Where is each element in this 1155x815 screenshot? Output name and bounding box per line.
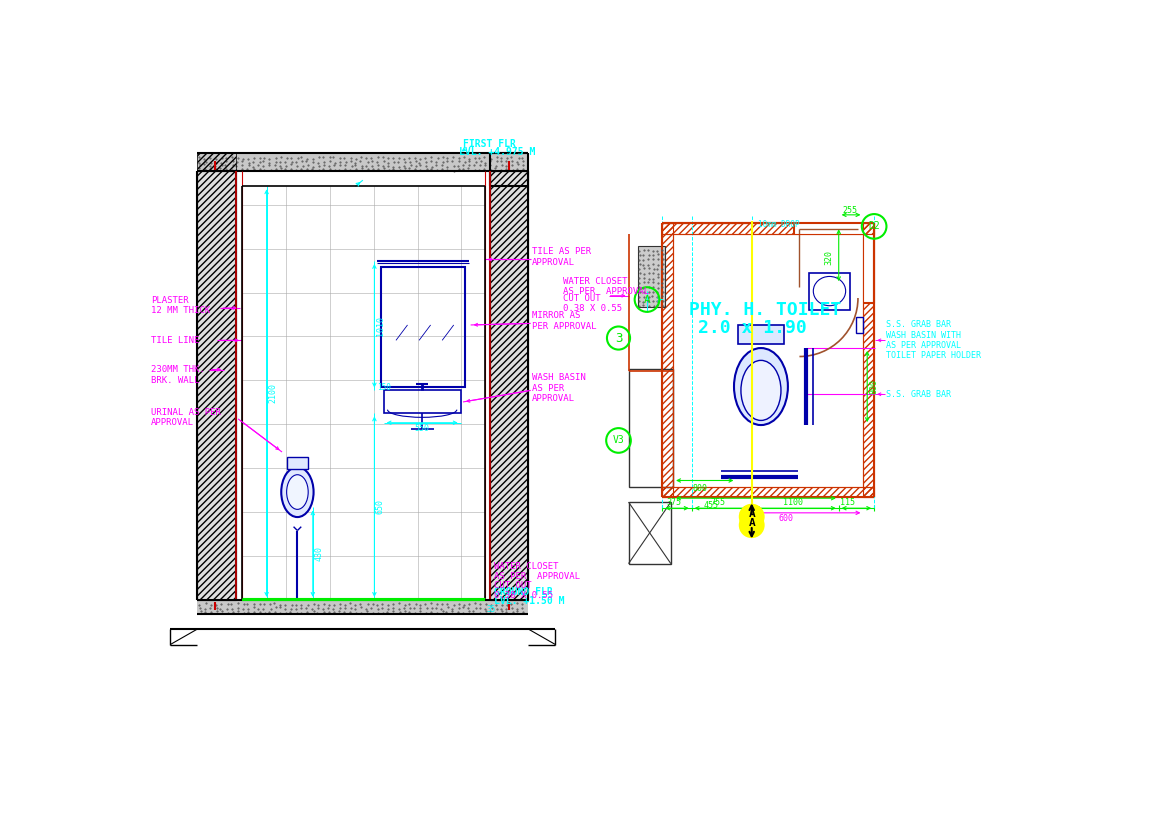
Text: 800: 800	[870, 379, 879, 394]
Text: 115: 115	[840, 497, 855, 507]
Text: 3: 3	[614, 332, 623, 345]
Text: 2100: 2100	[268, 384, 277, 403]
Text: 230MM THK.
BRK. WALL: 230MM THK. BRK. WALL	[151, 365, 204, 385]
Bar	[490, 171, 528, 600]
Text: V3: V3	[612, 435, 625, 446]
Ellipse shape	[733, 348, 788, 425]
Ellipse shape	[286, 474, 308, 509]
Text: WATER CLOSET
AS PER  APPROVAL: WATER CLOSET AS PER APPROVAL	[493, 562, 580, 581]
Bar	[198, 153, 236, 171]
Text: D2: D2	[869, 222, 880, 231]
Bar	[198, 171, 236, 600]
Text: A: A	[643, 294, 650, 305]
Text: 755: 755	[710, 497, 725, 507]
Text: 2.0 x 1.90: 2.0 x 1.90	[698, 319, 806, 337]
Text: 455: 455	[703, 501, 718, 510]
Bar	[662, 487, 874, 497]
Bar	[383, 390, 461, 413]
Bar	[198, 171, 236, 600]
Text: URINAL AS PER
APPROVAL: URINAL AS PER APPROVAL	[151, 408, 221, 427]
Bar	[628, 369, 673, 487]
Text: 375: 375	[666, 497, 681, 507]
Text: CUT OUT
0.38 X 0.55: CUT OUT 0.38 X 0.55	[493, 581, 553, 601]
Text: GROUND FLR: GROUND FLR	[493, 587, 552, 597]
Bar	[381, 267, 465, 386]
Text: 1010: 1010	[377, 315, 385, 336]
Bar	[198, 600, 528, 614]
Bar	[490, 171, 528, 600]
Bar	[628, 502, 671, 564]
Bar	[738, 325, 784, 344]
Text: LVL. +4.975 M: LVL. +4.975 M	[459, 147, 536, 156]
Text: TILE AS PER
APPROVAL: TILE AS PER APPROVAL	[532, 248, 591, 267]
Text: 10mm DROP: 10mm DROP	[758, 220, 799, 229]
Text: TILE LINE: TILE LINE	[151, 336, 200, 345]
Text: 35: 35	[486, 605, 495, 614]
Bar	[638, 245, 665, 307]
Text: CUT OUT
0.38 X 0.55: CUT OUT 0.38 X 0.55	[564, 293, 623, 313]
Text: PHY. H. TOILET: PHY. H. TOILET	[688, 301, 841, 319]
Circle shape	[740, 505, 763, 528]
Text: LVL. +1.50 M: LVL. +1.50 M	[493, 596, 565, 606]
Bar	[662, 223, 874, 234]
Text: FIRST FLR: FIRST FLR	[463, 139, 516, 149]
Text: WATER CLOSET
AS PER  APPROVAL: WATER CLOSET AS PER APPROVAL	[564, 277, 649, 296]
Text: 550: 550	[415, 425, 430, 434]
Text: 800: 800	[692, 483, 707, 493]
Text: A: A	[748, 509, 755, 519]
Text: S.S. GRAB BAR
WASH BASIN WITH
AS PER APPROVAL
TOILET PAPER HOLDER: S.S. GRAB BAR WASH BASIN WITH AS PER APP…	[886, 320, 982, 360]
Text: 600: 600	[778, 514, 793, 523]
Ellipse shape	[281, 467, 313, 517]
Text: 430: 430	[314, 546, 323, 562]
Bar	[863, 234, 874, 303]
Text: WASH BASIN
AS PER
APPROVAL: WASH BASIN AS PER APPROVAL	[532, 373, 586, 403]
Bar	[856, 317, 863, 333]
Bar	[286, 457, 308, 469]
Text: 150: 150	[377, 383, 390, 392]
Ellipse shape	[742, 360, 781, 421]
Text: 255: 255	[843, 205, 857, 214]
Text: A: A	[748, 518, 755, 528]
Text: MIRROR AS
PER APPROVAL: MIRROR AS PER APPROVAL	[532, 311, 597, 331]
Bar	[795, 223, 863, 234]
Bar	[863, 223, 874, 497]
Text: S.S. GRAB BAR: S.S. GRAB BAR	[886, 390, 952, 399]
Bar	[198, 153, 528, 171]
Text: 320: 320	[825, 249, 834, 265]
Text: 650: 650	[377, 499, 385, 514]
Bar	[810, 272, 849, 310]
Bar	[662, 223, 673, 497]
Text: PLASTER
12 MM THICK: PLASTER 12 MM THICK	[151, 296, 210, 315]
Circle shape	[740, 513, 763, 537]
Text: 1100: 1100	[782, 497, 803, 507]
